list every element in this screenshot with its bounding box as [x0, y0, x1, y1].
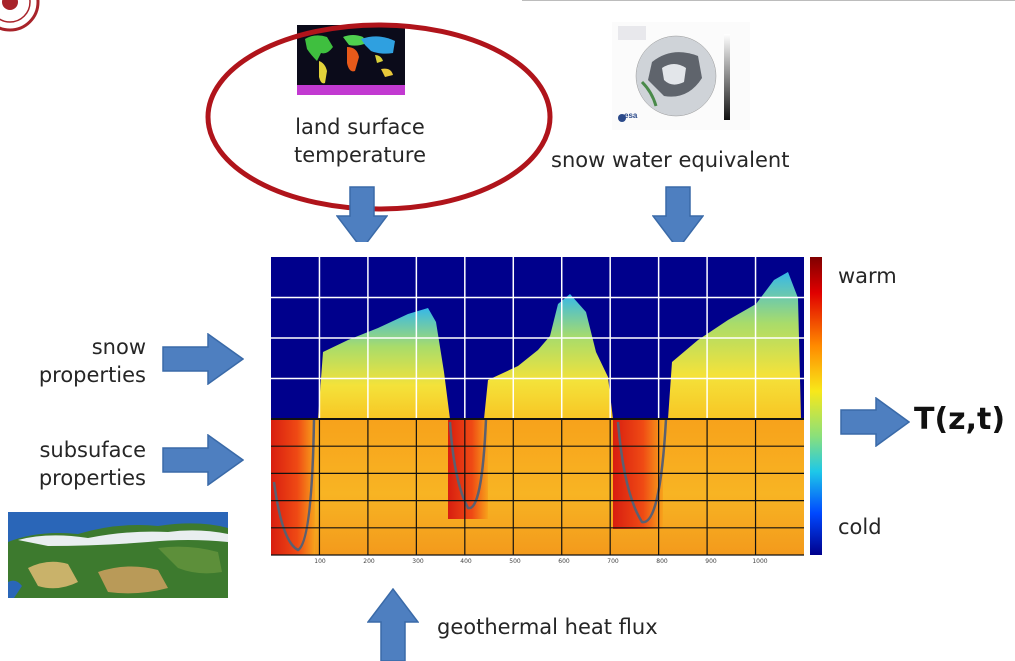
- x-tick-100: 100: [314, 558, 326, 565]
- arrow-down-land-surface: [336, 186, 388, 250]
- subsurface-properties-label: subsuface properties: [38, 438, 146, 491]
- arrow-up-geothermal: [367, 588, 419, 661]
- x-tick-200: 200: [363, 558, 375, 565]
- colorbar: [810, 257, 822, 555]
- ground-temperature-plot: 100 200 300 400 500 600 700 800 900 1000: [268, 242, 824, 574]
- highlight-ellipse: [202, 18, 557, 216]
- arrow-right-snow-properties: [162, 333, 244, 385]
- land-surface-temperature-label: land surface temperature: [294, 115, 426, 168]
- snow-pack-season-3: [668, 272, 801, 419]
- x-tick-600: 600: [558, 558, 570, 565]
- x-axis-ticks: 100 200 300 400 500 600 700 800 900 1000: [314, 558, 768, 565]
- arrow-right-output: [840, 397, 910, 447]
- arrow-right-subsurface-properties: [162, 434, 244, 486]
- x-tick-300: 300: [412, 558, 424, 565]
- world-lst-map-thumbnail: [297, 25, 405, 95]
- output-temperature-label: T(z,t): [914, 402, 1006, 437]
- university-seal-logo: [0, 0, 40, 32]
- x-tick-700: 700: [607, 558, 619, 565]
- x-tick-500: 500: [509, 558, 521, 565]
- x-tick-800: 800: [656, 558, 668, 565]
- esa-logo-text: esa: [624, 111, 638, 120]
- plot-area: [271, 257, 804, 556]
- colorbar-cold-label: cold: [838, 515, 882, 539]
- x-tick-900: 900: [705, 558, 717, 565]
- x-tick-1000: 1000: [752, 558, 767, 565]
- arrow-down-snow-water: [652, 186, 704, 250]
- snow-water-equivalent-label: snow water equivalent: [551, 148, 790, 172]
- x-tick-400: 400: [460, 558, 472, 565]
- header-rule: [522, 0, 1015, 1]
- snow-pack-season-2: [484, 294, 613, 419]
- plot-gridlines: [271, 257, 804, 556]
- colorbar-warm-label: warm: [838, 264, 897, 288]
- snow-water-polar-map-thumbnail: [612, 22, 750, 130]
- snow-properties-label: snow properties: [38, 335, 146, 388]
- eurasia-satellite-map-thumbnail: [8, 512, 228, 598]
- geothermal-heat-flux-label: geothermal heat flux: [437, 615, 658, 639]
